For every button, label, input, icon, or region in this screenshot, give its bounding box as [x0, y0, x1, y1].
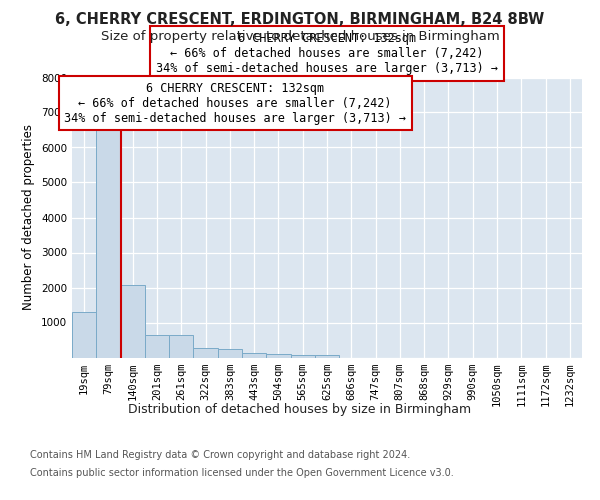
Text: 6 CHERRY CRESCENT: 132sqm
← 66% of detached houses are smaller (7,242)
34% of se: 6 CHERRY CRESCENT: 132sqm ← 66% of detac…: [156, 32, 498, 74]
Bar: [145, 335, 169, 357]
Text: Size of property relative to detached houses in Birmingham: Size of property relative to detached ho…: [101, 30, 499, 43]
Bar: [193, 348, 218, 358]
Bar: [169, 335, 193, 357]
Bar: [121, 284, 145, 358]
Text: 6, CHERRY CRESCENT, ERDINGTON, BIRMINGHAM, B24 8BW: 6, CHERRY CRESCENT, ERDINGTON, BIRMINGHA…: [55, 12, 545, 28]
Bar: [290, 354, 315, 358]
Text: Contains public sector information licensed under the Open Government Licence v3: Contains public sector information licen…: [30, 468, 454, 477]
Bar: [96, 128, 121, 358]
Text: Contains HM Land Registry data © Crown copyright and database right 2024.: Contains HM Land Registry data © Crown c…: [30, 450, 410, 460]
Bar: [242, 353, 266, 358]
Bar: [72, 312, 96, 358]
Bar: [315, 354, 339, 358]
Text: 6 CHERRY CRESCENT: 132sqm
← 66% of detached houses are smaller (7,242)
34% of se: 6 CHERRY CRESCENT: 132sqm ← 66% of detac…: [64, 82, 406, 124]
Bar: [218, 350, 242, 358]
Y-axis label: Number of detached properties: Number of detached properties: [22, 124, 35, 310]
Bar: [266, 354, 290, 358]
Text: Distribution of detached houses by size in Birmingham: Distribution of detached houses by size …: [128, 402, 472, 415]
